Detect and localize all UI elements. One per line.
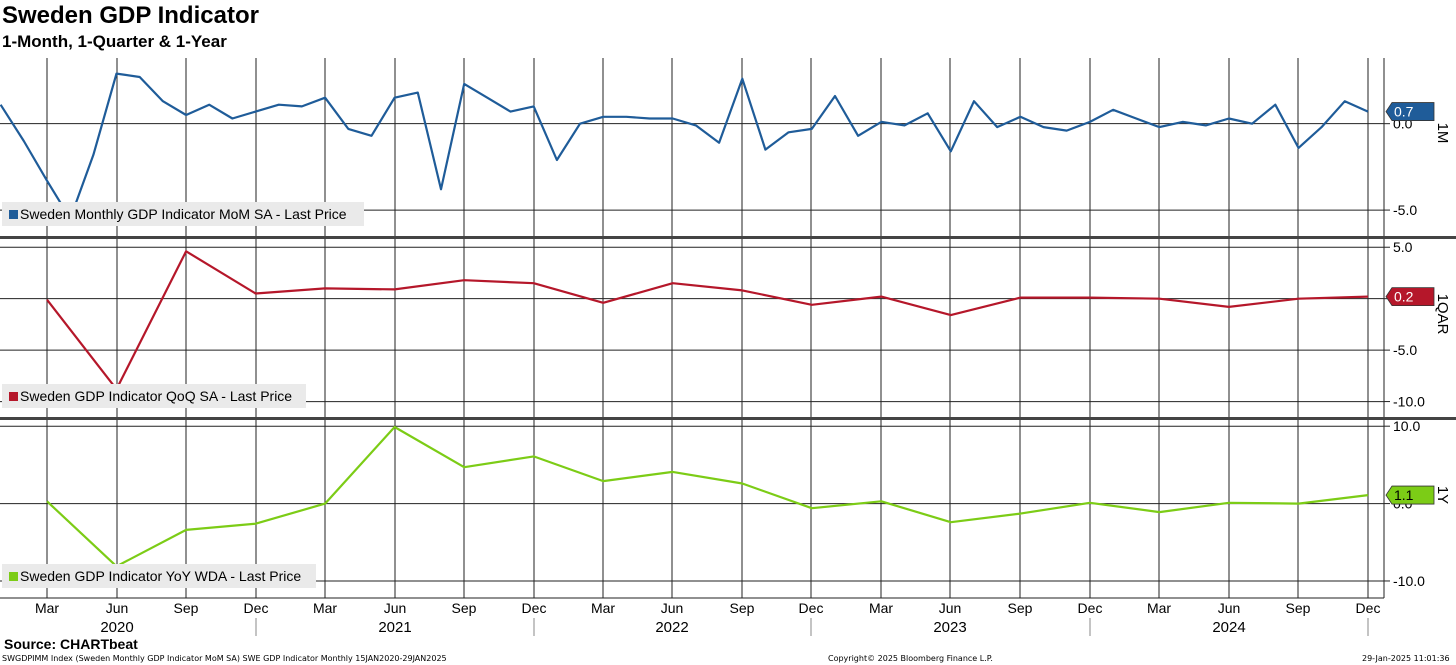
legend-background: [2, 202, 364, 226]
last-value-tag: [1385, 485, 1435, 505]
last-value-label: 0.2: [1394, 289, 1414, 305]
x-year-label: 2023: [933, 619, 966, 636]
chart-title: Sweden GDP Indicator: [2, 2, 259, 29]
legend-swatch: [9, 572, 18, 581]
series-line: [46, 250, 1369, 391]
x-year-label: 2024: [1212, 619, 1245, 636]
x-year-label: 2022: [655, 619, 688, 636]
y-tick-label: 5.0: [1393, 239, 1413, 255]
footer-info: SWGDPIMM Index (Sweden Monthly GDP Indic…: [2, 654, 447, 663]
x-tick-label: Jun: [1218, 600, 1241, 616]
x-tick-label: Sep: [730, 600, 755, 616]
x-tick-label: Dec: [799, 600, 824, 616]
footer-date: 29-Jan-2025 11:01:36: [1362, 654, 1450, 663]
x-tick-label: Mar: [591, 600, 615, 616]
x-year-label: 2021: [378, 619, 411, 636]
y-tick-label: -10.0: [1393, 573, 1425, 589]
series-line: [0, 72, 1369, 220]
x-tick-label: Dec: [522, 600, 547, 616]
y-tick-label: -10.0: [1393, 394, 1425, 410]
last-value-label: 1.1: [1394, 487, 1414, 503]
last-value-label: 0.7: [1394, 104, 1414, 120]
x-tick-label: Sep: [174, 600, 199, 616]
chart-subtitle: 1-Month, 1-Quarter & 1-Year: [2, 32, 227, 51]
series-line: [46, 425, 1369, 568]
legend-label: Sweden Monthly GDP Indicator MoM SA - La…: [20, 206, 347, 222]
x-tick-label: Jun: [939, 600, 962, 616]
x-year-label: 2020: [100, 619, 133, 636]
last-value-tag: [1385, 287, 1435, 307]
y-tick-label: 10.0: [1393, 418, 1420, 434]
last-value-tag: [1385, 102, 1435, 121]
x-tick-label: Jun: [106, 600, 129, 616]
x-tick-label: Dec: [1356, 600, 1381, 616]
y-tick-label: -5.0: [1393, 342, 1417, 358]
y-tick-label: -5.0: [1393, 202, 1417, 218]
x-tick-label: Mar: [869, 600, 893, 616]
legend-label: Sweden GDP Indicator QoQ SA - Last Price: [20, 388, 292, 404]
x-tick-label: Dec: [244, 600, 269, 616]
legend-label: Sweden GDP Indicator YoY WDA - Last Pric…: [20, 568, 301, 584]
panel-axis-label: 1Y: [1434, 486, 1451, 504]
source-label: Source: CHARTbeat: [4, 636, 138, 652]
x-tick-label: Mar: [313, 600, 337, 616]
x-tick-label: Mar: [35, 600, 59, 616]
panel-axis-label: 1QAR: [1434, 294, 1451, 335]
x-tick-label: Jun: [384, 600, 407, 616]
legend: Sweden Monthly GDP Indicator MoM SA - La…: [2, 202, 364, 226]
x-tick-label: Sep: [1008, 600, 1033, 616]
x-tick-label: Jun: [661, 600, 684, 616]
legend: Sweden GDP Indicator YoY WDA - Last Pric…: [2, 564, 316, 588]
panel-axis-label: 1M: [1434, 123, 1451, 144]
legend-swatch: [9, 392, 18, 401]
legend-background: [2, 564, 316, 588]
x-tick-label: Sep: [1286, 600, 1311, 616]
legend-swatch: [9, 210, 18, 219]
x-tick-label: Dec: [1078, 600, 1103, 616]
footer-copyright: Copyright© 2025 Bloomberg Finance L.P.: [828, 654, 993, 663]
legend: Sweden GDP Indicator QoQ SA - Last Price: [2, 384, 306, 408]
x-tick-label: Mar: [1147, 600, 1171, 616]
legend-background: [2, 384, 306, 408]
x-tick-label: Sep: [452, 600, 477, 616]
panel-1qar: 5.0 -5.0 -10.0 1QAR 0.2 Sweden GDP Indicator …: [0, 239, 1451, 417]
